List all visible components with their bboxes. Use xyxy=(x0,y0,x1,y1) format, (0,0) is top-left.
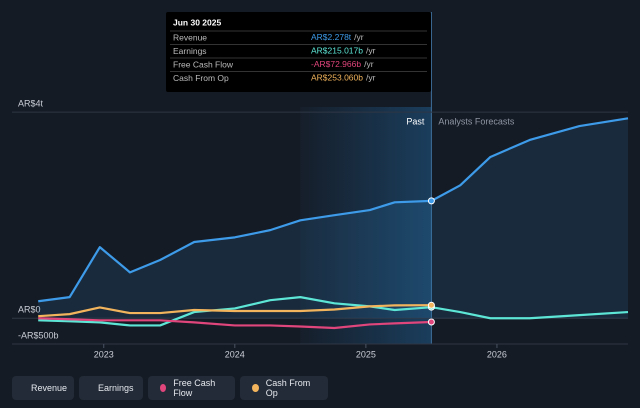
tooltip: Jun 30 2025 Revenue AR$2.278t/yr Earnings AR… xyxy=(166,12,431,92)
tooltip-amount: AR$2.278t xyxy=(311,32,352,42)
series-line xyxy=(38,117,629,303)
tooltip-date: Jun 30 2025 xyxy=(173,17,221,27)
plot: AR$4t AR$0 -AR$500b 2023 2024 2025 2026 Past Ana… xyxy=(12,12,629,359)
y-tick-label: AR$4t xyxy=(18,99,44,109)
tooltip-value: AR$253.060b/yr xyxy=(311,73,376,83)
current-point xyxy=(427,197,435,205)
tooltip-name: Earnings xyxy=(173,46,207,56)
legend-item[interactable]: Cash From Op xyxy=(240,376,328,400)
legend-label: Free Cash Flow xyxy=(173,378,216,398)
tooltip-value: -AR$72.966b/yr xyxy=(311,59,374,69)
current-point xyxy=(427,301,435,309)
tooltip-unit: /yr xyxy=(354,32,364,42)
tooltip-name: Free Cash Flow xyxy=(173,59,234,69)
tooltip-name: Cash From Op xyxy=(173,73,229,83)
tooltip-amount: -AR$72.966b xyxy=(311,59,361,69)
legend-item[interactable]: Earnings xyxy=(79,376,143,400)
past-label: Past xyxy=(406,116,425,126)
x-tick-label: 2023 xyxy=(94,349,114,359)
tooltip-value: AR$2.278t/yr xyxy=(311,32,364,42)
tooltip-value: AR$215.017b/yr xyxy=(311,46,376,56)
current-point xyxy=(427,318,435,326)
legend-item[interactable]: Free Cash Flow xyxy=(148,376,235,400)
series-line xyxy=(38,304,432,318)
tooltip-unit: /yr xyxy=(364,59,374,69)
x-tick-label: 2026 xyxy=(487,349,507,359)
forecast-label: Analysts Forecasts xyxy=(438,116,515,126)
tooltip-unit: /yr xyxy=(366,46,376,56)
x-tick-label: 2025 xyxy=(356,349,376,359)
tooltip-amount: AR$253.060b xyxy=(311,73,363,83)
y-tick-label: AR$0 xyxy=(18,305,41,315)
tooltip-amount: AR$215.017b xyxy=(311,46,363,56)
series-line xyxy=(38,317,432,330)
y-tick-label: -AR$500b xyxy=(18,330,59,340)
x-tick-label: 2024 xyxy=(225,349,245,359)
series-line xyxy=(38,296,629,327)
tooltip-unit: /yr xyxy=(366,73,376,83)
legend-swatch xyxy=(252,384,259,392)
legend-label: Revenue xyxy=(31,383,68,393)
revenue-area xyxy=(38,118,628,319)
tooltip-name: Revenue xyxy=(173,32,207,42)
legend-item[interactable]: Revenue xyxy=(12,376,74,400)
legend-label: Cash From Op xyxy=(265,378,311,398)
legend-swatch xyxy=(160,384,167,392)
legend-label: Earnings xyxy=(98,383,134,393)
